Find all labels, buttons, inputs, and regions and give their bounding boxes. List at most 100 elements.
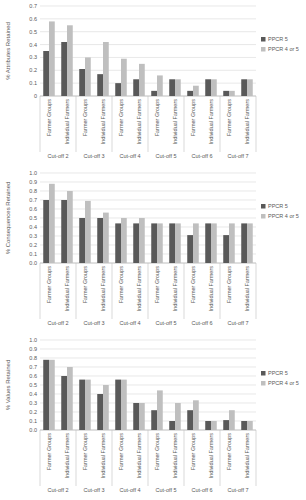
legend-swatch <box>261 214 266 219</box>
bar <box>43 360 49 430</box>
bar <box>115 83 121 96</box>
category-label: Farmer Groups <box>154 266 160 304</box>
bar <box>211 79 217 96</box>
bar <box>211 421 217 430</box>
tick-label: 0.1 <box>29 251 37 257</box>
group-separator <box>112 263 113 319</box>
legend-label: PPCR 5 <box>268 370 288 376</box>
legend-swatch <box>261 381 266 386</box>
group-label: Cut-off 3 <box>84 487 105 493</box>
category-label: Farmer Groups <box>190 433 196 471</box>
panel: 0.00.10.20.30.40.50.60.70.80.91.0% Value… <box>5 337 299 493</box>
legend-swatch <box>261 204 266 209</box>
group-separator <box>112 96 113 152</box>
group-separator <box>40 96 41 152</box>
category-label: Individual Farmers <box>244 266 250 311</box>
category-label: Individual Farmers <box>136 266 142 311</box>
legend-swatch <box>261 371 266 376</box>
legend-label: PPCR 5 <box>268 36 288 42</box>
bar <box>79 69 85 96</box>
tick-label: 0.0 <box>29 260 37 266</box>
category-label: Farmer Groups <box>154 433 160 471</box>
category-label: Individual Farmers <box>172 266 178 311</box>
bar <box>85 201 91 263</box>
bar <box>115 223 121 263</box>
tick-label: 0.4 <box>29 391 37 397</box>
tick-label: 0.5 <box>29 29 37 35</box>
legend-label: PPCR 5 <box>268 203 288 209</box>
tick-label: 0.6 <box>29 16 37 22</box>
group-separator <box>148 430 149 486</box>
bar <box>229 410 235 430</box>
category-label: Farmer Groups <box>82 99 88 137</box>
bar <box>139 64 145 96</box>
bar <box>169 79 175 96</box>
category-label: Farmer Groups <box>118 99 124 137</box>
bar <box>121 380 127 430</box>
category-label: Individual Farmers <box>244 99 250 144</box>
bar <box>79 380 85 430</box>
category-label: Individual Farmers <box>100 433 106 478</box>
bar <box>175 79 181 96</box>
tick-label: 0.3 <box>29 233 37 239</box>
panel: 0.00.10.20.30.40.50.60.70.80.91.0% Conse… <box>5 170 299 326</box>
tick-label: 0.6 <box>29 373 37 379</box>
tick-label: 0.9 <box>29 179 37 185</box>
tick-label: 0.5 <box>29 382 37 388</box>
group-label: Cut-off 6 <box>192 153 213 159</box>
bars <box>43 360 253 430</box>
bar <box>97 74 103 96</box>
bar <box>61 42 67 96</box>
bar <box>133 403 139 430</box>
bar <box>157 223 163 263</box>
category-label: Individual Farmers <box>64 433 70 478</box>
bar <box>193 86 199 96</box>
grid-line <box>40 358 256 359</box>
tick-label: 0.0 <box>29 427 37 433</box>
bar <box>205 421 211 430</box>
group-label: Cut-off 2 <box>48 153 69 159</box>
category-label: Individual Farmers <box>64 99 70 144</box>
bar <box>187 91 193 96</box>
bar <box>205 223 211 263</box>
grid-line <box>40 340 256 341</box>
axis-title: % Values Retained <box>5 360 11 411</box>
category-label: Individual Farmers <box>208 433 214 478</box>
bars <box>43 21 253 96</box>
bar <box>85 380 91 430</box>
bar <box>103 42 109 96</box>
group-separator <box>256 430 257 486</box>
bar <box>133 79 139 96</box>
bar <box>169 223 175 263</box>
tick-label: 0.8 <box>29 355 37 361</box>
bar <box>133 223 139 263</box>
grid-line <box>40 173 256 174</box>
bar <box>67 367 73 430</box>
category-label: Individual Farmers <box>208 266 214 311</box>
bar <box>103 213 109 263</box>
group-separator <box>184 263 185 319</box>
category-label: Farmer Groups <box>190 266 196 304</box>
legend-label: PPCR 4 or 5 <box>268 380 299 386</box>
group-separator <box>184 430 185 486</box>
category-label: Individual Farmers <box>100 99 106 144</box>
group-label: Cut-off 3 <box>84 153 105 159</box>
bar <box>229 91 235 96</box>
category-label: Farmer Groups <box>118 433 124 471</box>
tick-label: 0.1 <box>29 80 37 86</box>
tick-label: 0.9 <box>29 346 37 352</box>
bar <box>175 403 181 430</box>
tick-label: 0.7 <box>29 364 37 370</box>
group-label: Cut-off 6 <box>192 320 213 326</box>
grid-line <box>40 182 256 183</box>
group-separator <box>148 96 149 152</box>
group-label: Cut-off 4 <box>120 153 141 159</box>
bar <box>67 191 73 263</box>
group-separator <box>184 96 185 152</box>
group-label: Cut-off 7 <box>228 320 249 326</box>
bar <box>151 410 157 430</box>
category-label: Farmer Groups <box>118 266 124 304</box>
group-label: Cut-off 7 <box>228 487 249 493</box>
bar <box>61 376 67 430</box>
tick-label: 0.7 <box>29 197 37 203</box>
